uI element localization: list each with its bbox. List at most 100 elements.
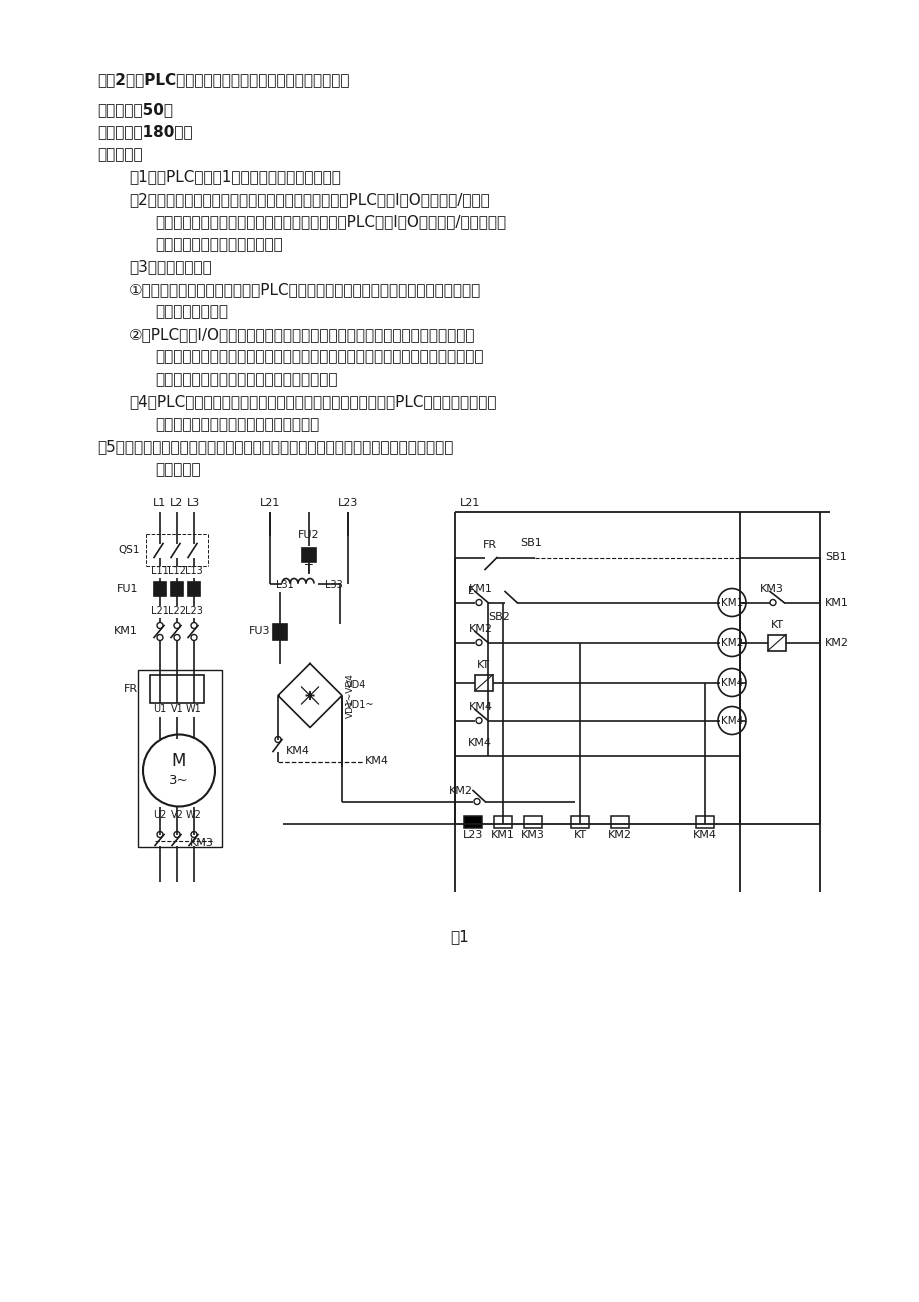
Text: （4）PLC键盘操作：熟练操作键盘，能正确地将所编程序输人PLC；按照被控设备的: （4）PLC键盘操作：熟练操作键盘，能正确地将所编程序输人PLC；按照被控设备的: [129, 395, 496, 410]
Text: 考核要求：: 考核要求：: [96, 147, 142, 161]
Bar: [273, 624, 287, 639]
Text: KM4: KM4: [468, 738, 492, 749]
Text: 试题2、用PLC进行控制线路的设计，并进行安装与调试。: 试题2、用PLC进行控制线路的设计，并进行安装与调试。: [96, 72, 349, 87]
Text: KT: KT: [476, 660, 489, 669]
Text: FR: FR: [482, 540, 496, 551]
Circle shape: [191, 832, 197, 837]
Text: L1: L1: [153, 499, 166, 509]
Text: 另一块配线板上。: 另一块配线板上。: [154, 305, 228, 319]
Bar: [524, 815, 541, 828]
Text: M: M: [172, 753, 186, 771]
Text: L12: L12: [168, 565, 186, 575]
Bar: [301, 548, 315, 561]
Text: KM1: KM1: [114, 626, 138, 637]
Text: （2）电路设计：根据任务，设计主电路电路图，列出PLC控制I／O口（输入/输出）: （2）电路设计：根据任务，设计主电路电路图，列出PLC控制I／O口（输入/输出）: [129, 191, 489, 207]
Text: W2: W2: [186, 810, 201, 819]
Circle shape: [473, 798, 480, 805]
Text: L11: L11: [151, 565, 169, 575]
Text: L2: L2: [170, 499, 184, 509]
Bar: [610, 815, 629, 828]
Text: 考核时间：180分钟: 考核时间：180分钟: [96, 125, 192, 139]
Text: KM4: KM4: [469, 702, 493, 711]
Circle shape: [142, 734, 215, 806]
Text: 板上布置要合理，安装要准确、紧固，配线导线要紧固、美观，导线要进行线槽，: 板上布置要合理，安装要准确、紧固，配线导线要紧固、美观，导线要进行线槽，: [154, 349, 483, 365]
Text: FU1: FU1: [117, 583, 138, 594]
Text: T: T: [305, 562, 312, 575]
Text: W1: W1: [186, 704, 201, 715]
Bar: [696, 815, 713, 828]
Circle shape: [157, 832, 163, 837]
Text: L3: L3: [187, 499, 200, 509]
Text: L23: L23: [462, 831, 482, 841]
Text: （1）用PLC控制图1电路，并且进行安装与调试: （1）用PLC控制图1电路，并且进行安装与调试: [129, 169, 341, 185]
Text: KM3: KM3: [520, 831, 544, 841]
Text: VD1~VD4: VD1~VD4: [346, 673, 355, 717]
Text: KM2: KM2: [720, 638, 743, 647]
Text: KM3: KM3: [759, 583, 783, 594]
Text: U1: U1: [153, 704, 166, 715]
Text: KM4: KM4: [720, 716, 743, 725]
Text: V1: V1: [170, 704, 183, 715]
Text: 本题分值：50分: 本题分值：50分: [96, 102, 173, 117]
Circle shape: [717, 707, 745, 734]
Text: 元件地址分配表，根据加工工艺，设计梯形图及PLC控制I／O口（输入/输出）接线: 元件地址分配表，根据加工工艺，设计梯形图及PLC控制I／O口（输入/输出）接线: [154, 215, 505, 229]
Bar: [463, 815, 482, 828]
Text: KT: KT: [769, 620, 783, 629]
Bar: [767, 634, 785, 651]
Text: KT: KT: [573, 831, 586, 841]
Text: V2: V2: [170, 810, 183, 819]
Circle shape: [769, 599, 775, 605]
Circle shape: [717, 668, 745, 697]
Text: L21: L21: [151, 605, 169, 616]
Circle shape: [174, 622, 180, 629]
Circle shape: [191, 634, 197, 641]
Bar: [187, 582, 199, 595]
Bar: [171, 582, 183, 595]
Bar: [138, 669, 221, 846]
Circle shape: [475, 717, 482, 724]
Bar: [474, 674, 493, 690]
Text: SB2: SB2: [488, 612, 509, 621]
Text: KM2: KM2: [448, 786, 472, 797]
Circle shape: [191, 622, 197, 629]
Text: KM1: KM1: [491, 831, 515, 841]
Text: U2: U2: [153, 810, 166, 819]
Text: KM2: KM2: [607, 831, 631, 841]
Text: KM4: KM4: [692, 831, 716, 841]
Text: KM1: KM1: [824, 598, 848, 608]
Text: L13: L13: [185, 565, 203, 575]
Text: KM1: KM1: [720, 598, 743, 608]
Text: L22: L22: [168, 605, 186, 616]
Text: SB1: SB1: [824, 552, 845, 562]
Text: FU3: FU3: [248, 626, 269, 637]
Text: KM4: KM4: [720, 677, 743, 687]
Text: L21: L21: [460, 499, 480, 509]
Text: L21: L21: [259, 499, 280, 509]
Text: E: E: [468, 586, 473, 595]
Text: KM2: KM2: [469, 624, 493, 634]
Bar: [494, 815, 512, 828]
Text: 动作要求进行模拟调试，达到设计要求。: 动作要求进行模拟调试，达到设计要求。: [154, 417, 319, 432]
Circle shape: [275, 737, 280, 742]
Text: SB1: SB1: [519, 539, 541, 548]
Text: KM1: KM1: [469, 583, 493, 594]
Text: FR: FR: [124, 684, 138, 694]
Circle shape: [475, 639, 482, 646]
Text: ①将熔断器、接触器、继电器、PLC装在一块配线板上，而将转换开关、按钮等装在: ①将熔断器、接触器、继电器、PLC装在一块配线板上，而将转换开关、按钮等装在: [129, 283, 481, 297]
Bar: [150, 674, 204, 703]
Circle shape: [157, 622, 163, 629]
Text: ②按PLC控制I/O口（输入／输出）接线图在模拟配线板上正确安装，元件在配线: ②按PLC控制I/O口（输入／输出）接线图在模拟配线板上正确安装，元件在配线: [129, 327, 475, 342]
Text: KM2: KM2: [824, 638, 848, 647]
Text: 设备安全。: 设备安全。: [154, 462, 200, 477]
Text: KM4: KM4: [286, 746, 310, 756]
Text: KM4: KM4: [365, 756, 389, 767]
Text: 图1: 图1: [450, 930, 469, 944]
Circle shape: [174, 634, 180, 641]
Text: VD1~: VD1~: [346, 700, 374, 711]
Circle shape: [157, 634, 163, 641]
Text: QS1: QS1: [119, 544, 140, 555]
Text: （3）安装与接线：: （3）安装与接线：: [129, 259, 211, 275]
Circle shape: [717, 629, 745, 656]
Text: L23: L23: [337, 499, 357, 509]
Text: KM3: KM3: [190, 837, 214, 848]
